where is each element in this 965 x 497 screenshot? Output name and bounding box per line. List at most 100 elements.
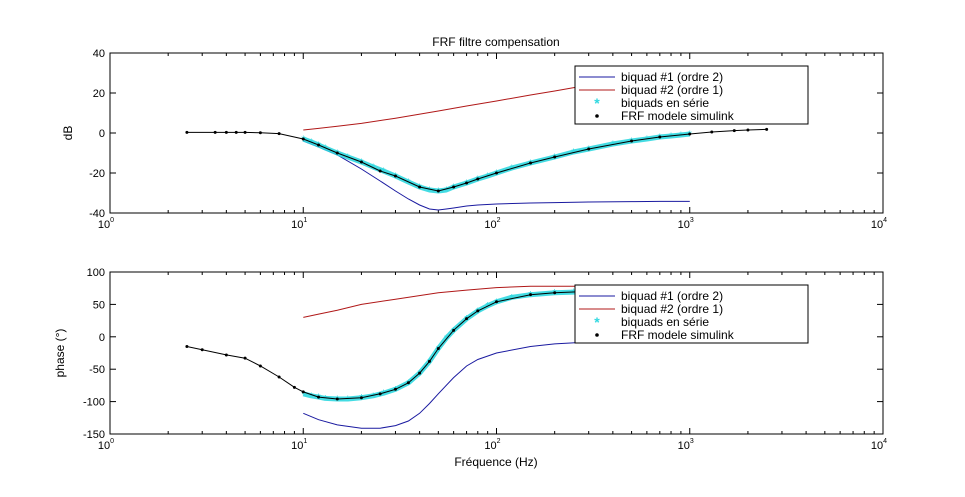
y-tick-label: -20	[89, 168, 105, 180]
series-marker: *	[679, 130, 684, 142]
legend-label: FRF modele simulink	[621, 328, 735, 342]
series-marker: *	[381, 388, 386, 400]
x-tick-exponent: 3	[690, 438, 694, 445]
series-point	[452, 328, 456, 332]
series-point	[529, 293, 533, 297]
x-tick-label: 103	[678, 217, 694, 231]
x-tick-exponent: 4	[883, 438, 887, 445]
y-tick-label: 0	[99, 332, 105, 344]
series-point	[436, 346, 440, 350]
series-marker: *	[346, 152, 351, 164]
series-marker: *	[323, 393, 328, 405]
y-tick-label: 100	[87, 267, 105, 279]
series-point	[213, 130, 217, 134]
series-point	[765, 127, 769, 131]
legend-label: biquads en série	[621, 315, 709, 329]
x-tick-label: 101	[291, 217, 307, 231]
legend: biquad #1 (ordre 2)biquad #2 (ordre 1) * b…	[574, 65, 809, 125]
y-axis-label-bottom: phase (°)	[53, 329, 67, 378]
series-point	[452, 185, 456, 189]
series-point	[393, 387, 397, 391]
y-tick-label: 20	[93, 88, 105, 100]
series-point	[529, 161, 533, 165]
legend-swatch: *	[594, 314, 600, 330]
series-point	[427, 359, 431, 363]
legend-label: biquads en série	[621, 96, 709, 110]
series-point	[418, 185, 422, 189]
x-tick-exponent: 0	[110, 438, 114, 445]
series-point	[292, 385, 296, 389]
series-point	[553, 155, 557, 159]
x-tick-label: 104	[871, 217, 887, 231]
chart-title: FRF filtre compensation	[432, 35, 559, 49]
series-point	[258, 131, 262, 135]
series-marker: *	[571, 287, 576, 299]
legend-label: FRF modele simulink	[621, 109, 735, 123]
series-point	[277, 132, 281, 136]
legend: biquad #1 (ordre 2)biquad #2 (ordre 1) * b…	[574, 284, 809, 344]
x-tick-exponent: 0	[110, 217, 114, 224]
series-point	[378, 392, 382, 396]
series-point	[200, 348, 204, 352]
series-marker: *	[645, 134, 650, 146]
x-tick-label: 103	[678, 438, 694, 452]
x-tick-label: 104	[871, 438, 887, 452]
y-tick-label: 40	[93, 48, 105, 60]
series-point	[710, 130, 714, 134]
legend-label: biquad #2 (ordre 1)	[621, 83, 723, 97]
series-marker: *	[669, 131, 674, 143]
x-tick-label: 100	[98, 438, 114, 452]
series-point	[335, 151, 339, 155]
series-marker: *	[406, 177, 411, 189]
y-axis-label-top: dB	[61, 126, 75, 141]
series-point	[301, 137, 305, 141]
y-tick-label: -150	[83, 429, 105, 441]
series-point	[359, 160, 363, 164]
legend-box	[574, 65, 809, 125]
series-marker: *	[486, 301, 491, 313]
legend-box	[574, 284, 809, 344]
series-point	[465, 317, 469, 321]
legend-swatch: *	[594, 95, 600, 111]
series-point	[359, 396, 363, 400]
series-point	[224, 353, 228, 357]
series-point	[465, 181, 469, 185]
series-marker: *	[309, 391, 314, 403]
series-point	[495, 171, 498, 175]
series-point	[476, 309, 480, 313]
y-tick-label: 50	[93, 299, 105, 311]
x-tick-exponent: 3	[690, 217, 694, 224]
y-tick-label: 0	[99, 128, 105, 140]
series-point	[243, 356, 247, 360]
series-marker: *	[427, 185, 432, 197]
series-point	[224, 130, 228, 134]
series-point	[243, 130, 247, 134]
legend-label: biquad #2 (ordre 1)	[621, 302, 723, 316]
series-marker: *	[444, 185, 449, 197]
y-tick-label: -100	[83, 397, 105, 409]
series-marker: *	[346, 394, 351, 406]
y-tick-label: -40	[89, 208, 105, 220]
series-point	[277, 375, 281, 379]
x-tick-exponent: 2	[497, 217, 501, 224]
legend-label: biquad #1 (ordre 2)	[621, 289, 723, 303]
series-point	[553, 291, 557, 295]
series-point	[418, 371, 422, 375]
series-point	[258, 364, 262, 368]
series-point	[688, 132, 692, 136]
series-point	[378, 169, 382, 173]
series-point	[587, 147, 591, 151]
series-point	[185, 345, 189, 349]
x-tick-label: 102	[484, 217, 500, 231]
x-axis-label: Fréquence (Hz)	[454, 455, 537, 469]
series-marker: *	[611, 139, 616, 151]
series-marker: *	[309, 137, 314, 149]
series-point	[335, 397, 339, 401]
x-tick-exponent: 2	[497, 438, 501, 445]
series-marker: *	[510, 163, 515, 175]
legend-swatch	[595, 333, 599, 337]
x-tick-label: 101	[291, 438, 307, 452]
